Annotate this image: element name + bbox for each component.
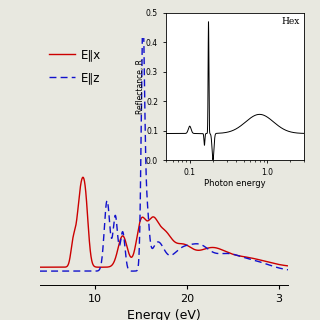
E∥x bbox=[66, 262, 70, 266]
Legend: E∥x, E∥z: E∥x, E∥z bbox=[46, 44, 105, 88]
E∥z bbox=[133, 269, 137, 273]
E∥z bbox=[144, 165, 148, 169]
X-axis label: Energy (eV): Energy (eV) bbox=[127, 309, 201, 320]
E∥x bbox=[281, 263, 285, 267]
E∥x bbox=[255, 257, 259, 261]
E∥z bbox=[255, 259, 259, 263]
E∥z bbox=[281, 267, 285, 271]
Y-axis label: Reflectance, R: Reflectance, R bbox=[136, 59, 145, 114]
E∥x bbox=[81, 175, 85, 179]
Line: E∥x: E∥x bbox=[40, 177, 288, 267]
E∥x bbox=[38, 265, 42, 269]
E∥x bbox=[144, 218, 148, 222]
X-axis label: Photon energy: Photon energy bbox=[204, 179, 266, 188]
E∥z bbox=[66, 269, 70, 273]
E∥z bbox=[38, 269, 42, 273]
E∥z bbox=[81, 269, 85, 273]
E∥x bbox=[81, 175, 85, 179]
E∥x bbox=[286, 264, 290, 268]
E∥x bbox=[133, 245, 137, 249]
Text: Hex: Hex bbox=[282, 17, 300, 26]
E∥z bbox=[286, 268, 290, 272]
E∥z bbox=[141, 15, 145, 19]
Line: E∥z: E∥z bbox=[40, 17, 288, 271]
